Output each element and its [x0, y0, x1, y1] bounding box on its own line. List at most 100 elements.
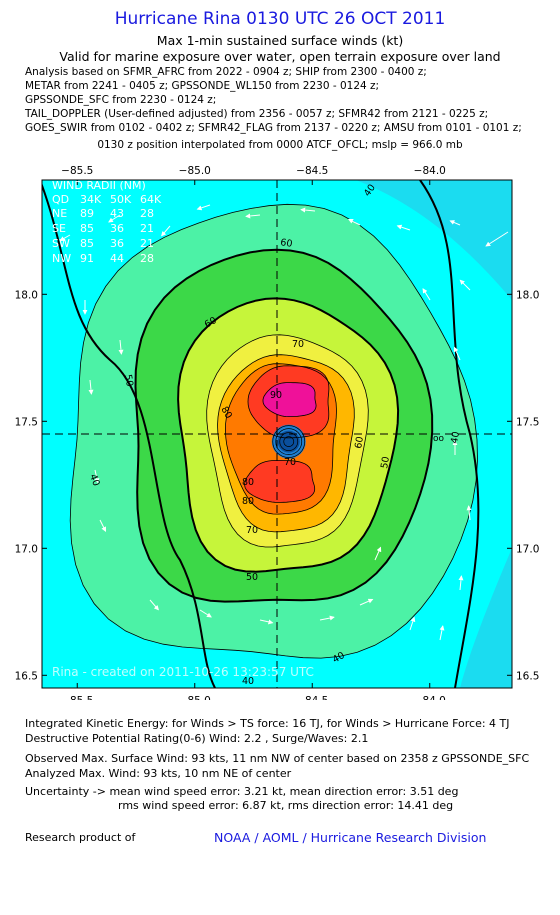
analyzed-max-text: Analyzed Max. Wind: 93 kts, 10 nm NE of …	[25, 767, 292, 780]
contour-label: 50	[122, 374, 135, 388]
wind-radii-column: 50K	[110, 193, 132, 206]
y-tick-label: 17.0	[516, 543, 539, 555]
x-tick-label: −85.0	[179, 165, 211, 177]
wind-arrow	[259, 619, 274, 625]
wind-arrow	[439, 625, 445, 641]
x-tick-label: −84.5	[296, 695, 328, 700]
contour-34kt-east	[419, 180, 480, 688]
wind-radii-cell: 36	[110, 222, 124, 235]
eyewall-contour	[272, 425, 306, 458]
contour-label: 40	[87, 473, 101, 488]
contour-line	[134, 248, 434, 603]
exposure-note: Valid for marine exposure over water, op…	[59, 49, 501, 64]
chart-subtitle: Max 1-min sustained surface winds (kt)	[156, 33, 404, 48]
contour-label: 80	[242, 477, 254, 488]
wind-radii-table: WIND RADII (NM)QD 34K 50K 64K NE 89 43 28 SE 85 36…	[52, 179, 162, 265]
wind-radii-column: QD	[52, 193, 69, 206]
x-tick-label: −84.0	[414, 165, 446, 177]
wind-radii-cell: 91	[80, 252, 94, 265]
wind-arrow	[459, 279, 471, 291]
y-tick-label: 18.0	[516, 289, 539, 301]
wind-arrow	[319, 615, 335, 621]
position-note: 0130 z position interpolated from 0000 A…	[97, 139, 463, 151]
wind-arrow	[300, 207, 316, 213]
wind-radii-cell: 44	[110, 252, 124, 265]
x-tick-label: −84.0	[414, 695, 446, 700]
y-tick-label: 17.5	[516, 416, 539, 428]
analysis-line: GOES_SWIR from 0102 - 0402 z; SFMR42_FLA…	[25, 122, 522, 134]
contour-line	[177, 297, 400, 573]
wind-radii-column: 34K	[80, 193, 102, 206]
band-85-90kt-south	[244, 460, 315, 503]
contour-line	[262, 382, 317, 417]
uncertainty-rms-text: rms wind speed error: 6.87 kt, rms direc…	[118, 799, 454, 812]
dpr-text: Destructive Potential Rating(0-6) Wind: …	[25, 732, 369, 745]
contour-label: 70	[246, 525, 258, 536]
chart-title: Hurricane Rina 0130 UTC 26 OCT 2011	[114, 9, 446, 29]
wind-radii-cell: 28	[140, 207, 154, 220]
uncertainty-mean-text: Uncertainty -> mean wind speed error: 3.…	[25, 785, 459, 798]
wind-radii-cell: NW	[52, 252, 71, 265]
contour-label: 50	[246, 572, 258, 583]
contour-label: 40	[331, 650, 347, 666]
plot-frame	[41, 179, 513, 689]
contour-label: 40	[242, 676, 254, 687]
wind-arrow	[245, 213, 261, 219]
x-tick-label: −85.5	[61, 695, 93, 700]
eye	[277, 430, 300, 453]
contour-label: 60	[353, 436, 366, 450]
contour-label: 80	[242, 496, 254, 507]
wind-arrow	[396, 224, 411, 231]
wind-arrow-shaft	[485, 231, 509, 247]
watermark: Rina - created on 2011-10-26 13:23:57 UT…	[52, 665, 314, 679]
y-tick-label: 16.5	[516, 670, 539, 682]
y-tick-label: 16.5	[15, 670, 38, 682]
wind-arrow	[449, 220, 461, 226]
contour-label: 70	[292, 339, 304, 350]
wind-arrow	[94, 469, 100, 484]
wind-arrow	[199, 609, 212, 618]
wind-arrow	[59, 234, 71, 242]
contour-lines	[42, 180, 480, 688]
wind-arrow	[161, 225, 171, 237]
wind-radii-cell: 43	[110, 207, 124, 220]
wind-radii-cell: 85	[80, 237, 94, 250]
contour-line	[244, 460, 316, 503]
contour-bands	[70, 204, 478, 659]
eyewall-contour	[279, 432, 299, 451]
wind-arrow	[458, 575, 464, 591]
wind-arrow	[359, 598, 374, 606]
wind-arrow	[118, 339, 124, 355]
wind-arrow	[88, 379, 94, 395]
hrd-credit: NOAA / AOML / Hurricane Research Divisio…	[214, 830, 487, 845]
wind-radii-cell: SE	[52, 222, 66, 235]
wind-arrow	[196, 204, 211, 211]
contour-line	[224, 363, 337, 515]
wind-radii-cell: 36	[110, 237, 124, 250]
contour-line	[217, 354, 355, 533]
band-90kt-plus	[263, 382, 317, 417]
eyewall-contour	[283, 436, 295, 447]
contour-label: 90	[270, 390, 282, 401]
wind-arrow	[149, 599, 159, 611]
analysis-line: METAR from 2241 - 0405 z; GPSSONDE_WL150…	[25, 80, 380, 92]
x-tick-label: −85.5	[61, 165, 93, 177]
center-marker: oo	[433, 434, 445, 444]
y-tick-label: 17.0	[15, 543, 38, 555]
wind-arrow	[466, 505, 472, 521]
y-tick-label: 17.5	[15, 416, 38, 428]
contour-label: 40	[449, 431, 462, 445]
wind-radii-header: WIND RADII (NM)	[52, 179, 146, 192]
wind-radii-cell: NE	[52, 207, 67, 220]
eyewall-contour	[275, 428, 303, 455]
contour-label: 60	[203, 315, 219, 331]
analysis-line: GPSSONDE_SFC from 2230 - 0124 z;	[25, 94, 217, 106]
wind-arrows	[59, 204, 472, 641]
observed-max-text: Observed Max. Surface Wind: 93 kts, 11 n…	[25, 752, 530, 765]
wind-radii-cell: 21	[140, 222, 154, 235]
contour-34kt-west	[42, 182, 216, 688]
wind-arrow	[108, 214, 121, 223]
wind-arrow	[99, 519, 107, 532]
